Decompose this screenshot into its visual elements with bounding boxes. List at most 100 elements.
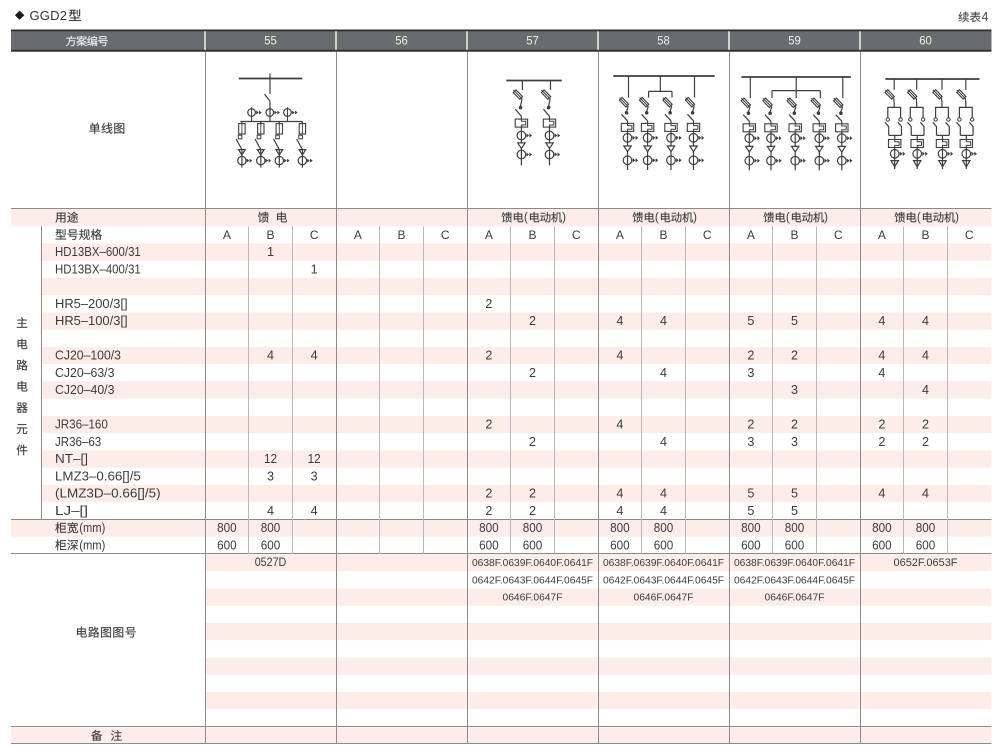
svg-text:0646F.0647F: 0646F.0647F — [765, 593, 825, 604]
svg-text:2: 2 — [529, 487, 536, 501]
svg-text:59: 59 — [788, 34, 801, 48]
svg-text:3: 3 — [311, 469, 318, 483]
svg-text:60: 60 — [919, 34, 932, 48]
svg-text:A: A — [223, 228, 231, 242]
svg-text:B: B — [528, 228, 536, 242]
svg-text:800: 800 — [654, 521, 674, 535]
svg-text:57: 57 — [526, 34, 539, 48]
svg-text:2: 2 — [791, 349, 798, 363]
svg-text:55: 55 — [264, 34, 277, 48]
svg-text:0638F.0639F.0640F.0641F: 0638F.0639F.0640F.0641F — [734, 558, 855, 569]
svg-text:12: 12 — [264, 452, 277, 466]
svg-text:4: 4 — [616, 504, 623, 518]
svg-text:(LMZ3D–0.66[]/5): (LMZ3D–0.66[]/5) — [55, 487, 161, 501]
svg-text:GGD2: GGD2 — [30, 8, 68, 23]
svg-text:4: 4 — [982, 10, 989, 24]
svg-text:2: 2 — [485, 418, 492, 432]
svg-text:2: 2 — [747, 349, 754, 363]
svg-text:CJ20–40/3: CJ20–40/3 — [55, 383, 114, 397]
svg-text:3: 3 — [747, 366, 754, 380]
svg-text:4: 4 — [267, 504, 274, 518]
svg-text:(mm): (mm) — [79, 521, 105, 535]
svg-text:800: 800 — [610, 521, 630, 535]
svg-text:5: 5 — [791, 504, 798, 518]
svg-text:2: 2 — [529, 314, 536, 328]
svg-text:2: 2 — [529, 366, 536, 380]
svg-text:4: 4 — [616, 487, 623, 501]
svg-text:A: A — [485, 228, 493, 242]
svg-text:JR36–63: JR36–63 — [55, 435, 101, 449]
svg-text:A: A — [878, 228, 886, 242]
svg-text:5: 5 — [791, 487, 798, 501]
svg-text:58: 58 — [657, 34, 670, 48]
svg-text:56: 56 — [395, 34, 408, 48]
svg-text:0638F.0639F.0640F.0641F: 0638F.0639F.0640F.0641F — [603, 558, 724, 569]
svg-text:CJ20–100/3: CJ20–100/3 — [55, 349, 121, 363]
svg-text:1: 1 — [311, 262, 318, 276]
svg-text:4: 4 — [311, 504, 318, 518]
svg-text:800: 800 — [217, 521, 237, 535]
svg-text:2: 2 — [747, 418, 754, 432]
svg-text:): ) — [562, 212, 566, 224]
svg-text:2: 2 — [922, 435, 929, 449]
svg-text:3: 3 — [267, 469, 274, 483]
svg-text:2: 2 — [878, 418, 885, 432]
svg-text:600: 600 — [785, 538, 805, 552]
svg-text:4: 4 — [922, 383, 929, 397]
svg-text:600: 600 — [741, 538, 761, 552]
svg-text:B: B — [397, 228, 405, 242]
svg-text:4: 4 — [878, 349, 885, 363]
svg-text:800: 800 — [479, 521, 499, 535]
svg-text:0646F.0647F: 0646F.0647F — [503, 593, 563, 604]
svg-text:4: 4 — [660, 366, 667, 380]
svg-text:HR5–100/3[]: HR5–100/3[] — [55, 314, 128, 328]
svg-text:(: ( — [786, 212, 790, 224]
svg-text:HR5–200/3[]: HR5–200/3[] — [55, 297, 128, 311]
svg-text:2: 2 — [485, 349, 492, 363]
svg-text:): ) — [955, 212, 959, 224]
svg-text:0638F.0639F.0640F.0641F: 0638F.0639F.0640F.0641F — [472, 558, 593, 569]
svg-text:2: 2 — [922, 418, 929, 432]
svg-text:B: B — [659, 228, 667, 242]
svg-text:LMZ3–0.66[]/5: LMZ3–0.66[]/5 — [55, 469, 141, 483]
svg-text:4: 4 — [660, 487, 667, 501]
svg-text:B: B — [921, 228, 929, 242]
svg-text:JR36–160: JR36–160 — [55, 418, 108, 432]
svg-text:2: 2 — [485, 297, 492, 311]
svg-text:A: A — [616, 228, 624, 242]
svg-text:B: B — [266, 228, 274, 242]
svg-text:5: 5 — [747, 314, 754, 328]
svg-text:(: ( — [655, 212, 659, 224]
svg-text:4: 4 — [922, 314, 929, 328]
svg-text:600: 600 — [872, 538, 892, 552]
svg-text:(mm): (mm) — [79, 538, 105, 552]
svg-text:0652F.0653F: 0652F.0653F — [894, 557, 959, 569]
svg-text:4: 4 — [660, 504, 667, 518]
svg-text:5: 5 — [791, 314, 798, 328]
svg-text:LJ–[]: LJ–[] — [55, 504, 88, 518]
svg-text:0642F.0643F.0644F.0645F: 0642F.0643F.0644F.0645F — [603, 575, 724, 586]
svg-text:B: B — [790, 228, 798, 242]
svg-text:C: C — [441, 228, 450, 242]
svg-text:4: 4 — [267, 349, 274, 363]
svg-text:2: 2 — [485, 504, 492, 518]
svg-text:NT–[]: NT–[] — [55, 452, 88, 466]
svg-text:0646F.0647F: 0646F.0647F — [634, 593, 694, 604]
svg-text:600: 600 — [654, 538, 674, 552]
svg-text:4: 4 — [878, 487, 885, 501]
svg-text:800: 800 — [741, 521, 761, 535]
svg-text:4: 4 — [616, 314, 623, 328]
svg-text:A: A — [747, 228, 755, 242]
svg-text:2: 2 — [529, 435, 536, 449]
svg-text:4: 4 — [616, 349, 623, 363]
svg-text:4: 4 — [878, 314, 885, 328]
svg-text:): ) — [693, 212, 697, 224]
svg-text:800: 800 — [916, 521, 936, 535]
svg-text:C: C — [703, 228, 712, 242]
svg-text:5: 5 — [747, 487, 754, 501]
svg-text:12: 12 — [308, 452, 321, 466]
svg-text:600: 600 — [479, 538, 499, 552]
svg-text:2: 2 — [878, 435, 885, 449]
svg-text:HD13BX–600/31: HD13BX–600/31 — [55, 245, 141, 259]
svg-text:4: 4 — [922, 349, 929, 363]
